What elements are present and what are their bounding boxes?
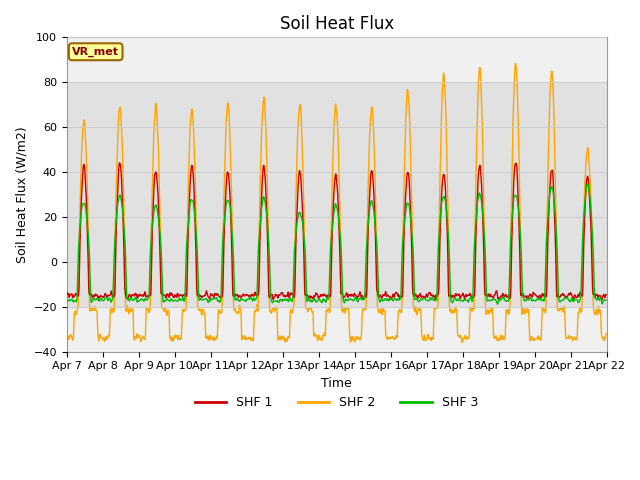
SHF 2: [512, 60, 520, 66]
SHF 1: [124, 297, 132, 302]
Line: SHF 3: SHF 3: [67, 184, 606, 304]
SHF 2: [493, 337, 501, 343]
SHF 3: [555, 296, 563, 302]
Text: VR_met: VR_met: [72, 47, 119, 57]
SHF 2: [602, 331, 610, 336]
SHF 3: [602, 298, 610, 303]
SHF 3: [493, 301, 501, 307]
SHF 3: [352, 295, 360, 300]
Line: SHF 2: SHF 2: [67, 63, 606, 342]
Line: SHF 1: SHF 1: [67, 163, 606, 300]
SHF 1: [63, 289, 70, 295]
SHF 3: [213, 297, 221, 303]
Y-axis label: Soil Heat Flux (W/m2): Soil Heat Flux (W/m2): [15, 126, 28, 263]
Legend: SHF 1, SHF 2, SHF 3: SHF 1, SHF 2, SHF 3: [190, 391, 483, 414]
SHF 1: [353, 293, 360, 299]
SHF 2: [458, 339, 466, 345]
SHF 2: [364, 205, 371, 211]
SHF 1: [116, 160, 124, 166]
SHF 2: [555, 308, 563, 314]
SHF 3: [584, 181, 591, 187]
SHF 1: [214, 292, 221, 298]
SHF 3: [493, 300, 501, 306]
SHF 1: [570, 295, 578, 301]
Title: Soil Heat Flux: Soil Heat Flux: [280, 15, 394, 33]
SHF 2: [570, 335, 578, 340]
SHF 1: [602, 292, 610, 298]
SHF 3: [364, 228, 371, 234]
X-axis label: Time: Time: [321, 377, 352, 390]
SHF 3: [63, 298, 70, 303]
SHF 1: [493, 294, 501, 300]
Bar: [67, 82, 607, 307]
SHF 3: [570, 299, 578, 304]
SHF 2: [352, 335, 360, 340]
SHF 2: [63, 330, 70, 336]
SHF 1: [555, 295, 563, 300]
SHF 1: [364, 229, 372, 235]
SHF 2: [213, 334, 221, 340]
